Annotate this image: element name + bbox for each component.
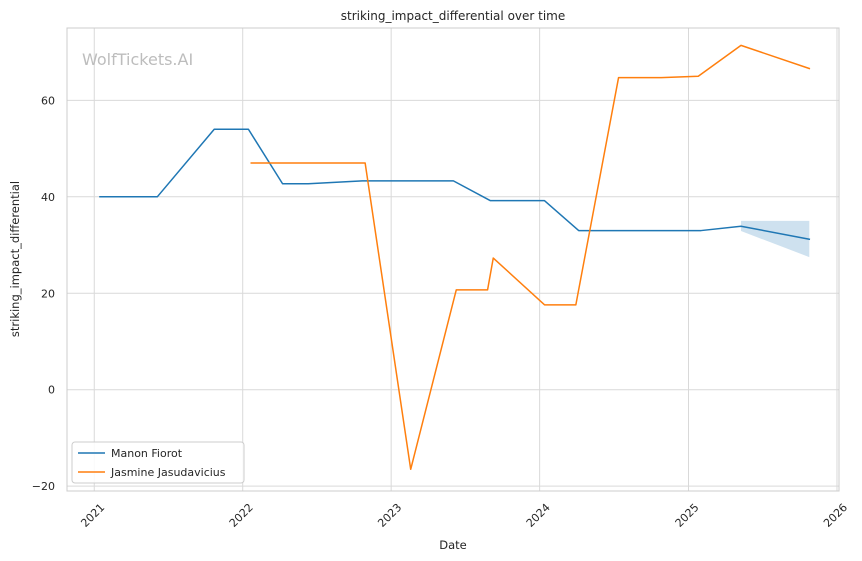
plot-frame <box>66 27 840 492</box>
grid <box>67 28 839 491</box>
y-tick-label: 60 <box>41 94 55 107</box>
x-axis-title: Date <box>439 538 467 552</box>
y-axis-title: striking_impact_differential <box>8 181 22 337</box>
series-line <box>99 128 811 241</box>
series-line <box>250 44 811 471</box>
series-lines <box>99 44 811 471</box>
y-tick-label: −20 <box>32 480 55 493</box>
watermark-text: WolfTickets.AI <box>82 50 193 69</box>
legend-box <box>71 441 245 484</box>
legend-label: Jasmine Jasudavicius <box>110 466 226 479</box>
y-tick-label: 20 <box>41 287 55 300</box>
y-tick-label: 40 <box>41 191 55 204</box>
chart-title: striking_impact_differential over time <box>341 9 566 23</box>
legend-label: Manon Fiorot <box>111 447 183 460</box>
plot-background <box>67 28 839 491</box>
y-tick-label: 0 <box>48 384 55 397</box>
legend: Manon Fiorot Jasmine Jasudavicius <box>71 441 245 484</box>
